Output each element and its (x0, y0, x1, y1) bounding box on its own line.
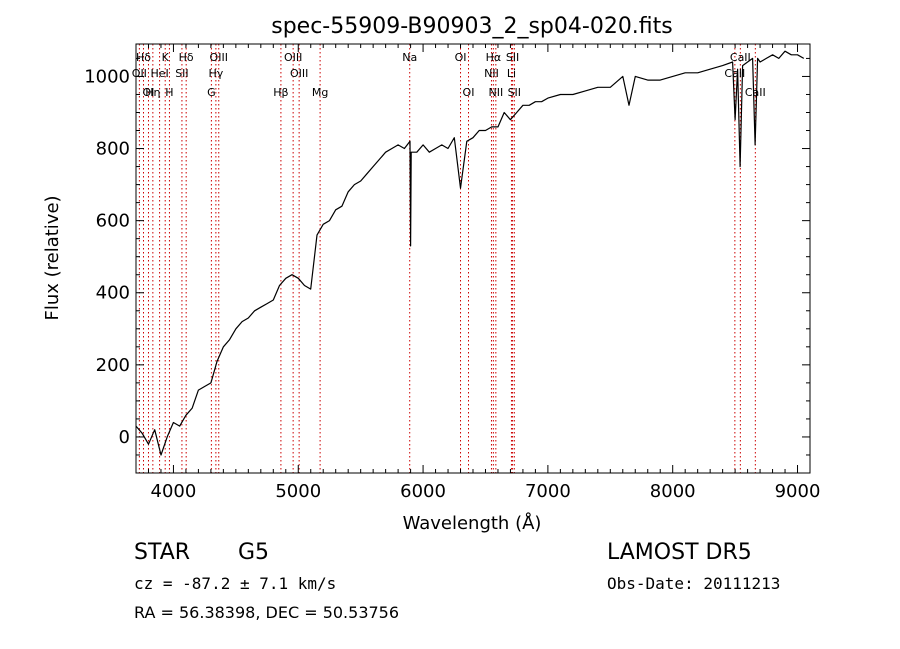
line-label: OIII (210, 51, 228, 64)
line-label: OI (143, 86, 155, 99)
y-tick-label: 600 (96, 211, 130, 232)
line-label: HeI (150, 67, 168, 80)
y-tick-label: 200 (96, 355, 130, 376)
line-label: OI (455, 51, 467, 64)
spectrum-line (135, 50, 805, 456)
spectral-line-markers (138, 44, 756, 473)
series-layer (135, 50, 805, 456)
line-label: NII (484, 67, 499, 80)
y-axis: 0 200 400 600 800 1000 (84, 57, 810, 474)
observation-date: Obs-Date: 20111213 (607, 574, 781, 593)
line-label: Hα (486, 51, 502, 64)
line-label: SII (506, 51, 519, 64)
line-label: G (207, 86, 216, 99)
spectral-type: G5 (238, 540, 270, 565)
line-label: CaII (745, 86, 766, 99)
x-tick-label: 7000 (525, 481, 571, 502)
line-label: Hδ (136, 51, 151, 64)
survey-name: LAMOST DR5 (607, 540, 752, 565)
redshift-cz: cz = -87.2 ± 7.1 km/s (134, 574, 337, 593)
line-label: OI (463, 86, 475, 99)
y-axis-label: Flux (relative) (42, 195, 63, 320)
line-label: SII (508, 86, 521, 99)
x-tick-label: 6000 (400, 481, 446, 502)
line-label: Hγ (208, 67, 223, 80)
line-label: OII (132, 67, 147, 80)
line-label: Mg (312, 86, 328, 99)
line-label: CaII (730, 51, 751, 64)
x-axis-label: Wavelength (Å) (403, 512, 542, 534)
line-label: H (165, 86, 173, 99)
line-label: K (162, 51, 170, 64)
line-label: SII (175, 67, 188, 80)
line-label: OIII (284, 51, 302, 64)
x-tick-label: 5000 (275, 481, 321, 502)
line-label: OIII (290, 67, 308, 80)
object-class: STAR (134, 540, 191, 565)
line-label: Hδ (179, 51, 194, 64)
coordinates: RA = 56.38398, DEC = 50.53756 (134, 603, 400, 622)
line-label: CaII (724, 67, 745, 80)
chart-title: spec-55909-B90903_2_sp04-020.fits (271, 14, 673, 39)
line-label: Na (402, 51, 417, 64)
line-label: NII (488, 86, 503, 99)
x-tick-label: 9000 (775, 481, 821, 502)
line-label: Hη (145, 86, 160, 99)
line-label: Hβ (273, 86, 288, 99)
y-tick-label: 1000 (84, 66, 130, 87)
y-tick-label: 800 (96, 139, 130, 160)
plot-frame (135, 43, 811, 474)
x-tick-label: 4000 (151, 481, 197, 502)
spectral-line-labels: Hδ K Hδ OIII OIII Na OI Hα SII CaII OII HeI SII Hγ OII… (132, 51, 766, 99)
y-tick-label: 400 (96, 283, 130, 304)
line-label: Li (507, 67, 516, 80)
x-tick-label: 8000 (650, 481, 696, 502)
y-tick-label: 0 (119, 427, 130, 448)
x-axis: 4000 5000 6000 7000 8000 9000 (147, 44, 821, 502)
